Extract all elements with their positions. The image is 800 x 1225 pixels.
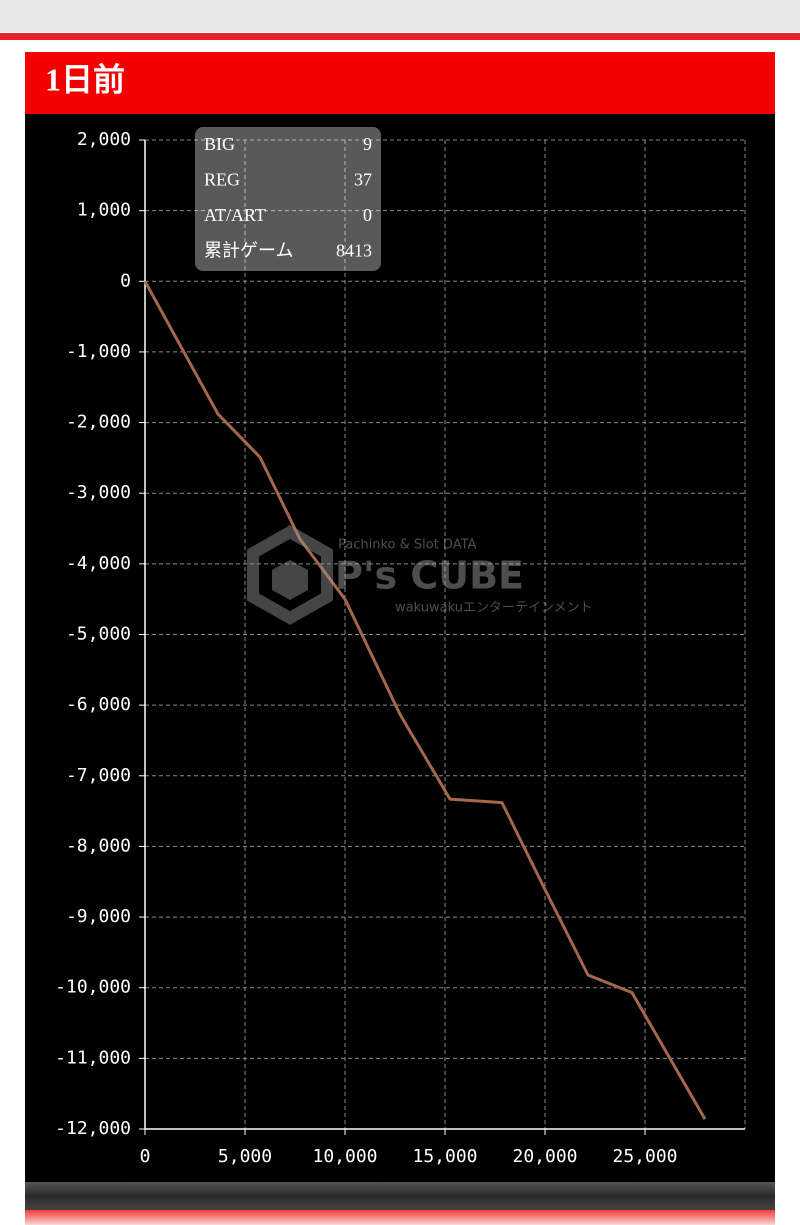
y-tick-label: -3,000	[66, 482, 131, 503]
metal-strip	[25, 1182, 775, 1210]
stat-value: 0	[363, 205, 372, 225]
logo-cube	[272, 560, 308, 600]
bottom-strip	[25, 1210, 775, 1225]
y-tick-label: -10,000	[55, 977, 131, 998]
y-tick-label: -7,000	[66, 765, 131, 786]
chart-panel	[25, 114, 775, 1182]
y-tick-label: -4,000	[66, 553, 131, 574]
y-tick-label: -8,000	[66, 835, 131, 856]
x-tick-label: 0	[140, 1146, 151, 1167]
stats-box	[195, 127, 381, 271]
stat-value: 9	[363, 134, 372, 154]
header-bar	[25, 52, 775, 114]
y-tick-label: -12,000	[55, 1118, 131, 1139]
stat-label: BIG	[204, 134, 235, 154]
y-tick-label: 0	[120, 270, 131, 291]
stats-panel: BIG 9 REG 37 AT/ART 0 累計ゲーム 8413	[195, 127, 381, 271]
y-tick-label: 2,000	[77, 129, 131, 150]
x-tick-label: 10,000	[312, 1146, 377, 1167]
data-line	[143, 280, 707, 1120]
top-bar	[0, 0, 800, 32]
stat-value: 8413	[336, 241, 372, 261]
stat-value: 37	[354, 170, 372, 190]
top-rule	[0, 33, 800, 40]
y-tick-label: -5,000	[66, 624, 131, 645]
watermark-company: wakuwakuエンターテインメント	[395, 601, 593, 616]
watermark-brand: P's CUBE	[335, 554, 524, 598]
x-tick-label: 15,000	[412, 1146, 477, 1167]
watermark: Pachinko & Slot DATA P's CUBE wakuwakuエン…	[247, 525, 593, 625]
x-tick-label: 25,000	[612, 1146, 677, 1167]
x-tick-label: 5,000	[218, 1146, 272, 1167]
stat-label: 累計ゲーム	[204, 241, 293, 261]
stat-label: AT/ART	[204, 205, 266, 225]
stat-label: REG	[204, 170, 240, 190]
y-tick-label: -11,000	[55, 1047, 131, 1068]
y-tick-label: -9,000	[66, 906, 131, 927]
y-tick-label: -1,000	[66, 341, 131, 362]
watermark-tagline: Pachinko & Slot DATA	[338, 538, 477, 553]
plot: 2,000 1,000 0 -1,000 -2,000 -3,000 -4,000 -5,00…	[55, 129, 746, 1167]
header-title: 1日前	[45, 61, 125, 97]
x-tick-label: 20,000	[512, 1146, 577, 1167]
logo-hex	[247, 525, 333, 625]
y-tick-label: -6,000	[66, 694, 131, 715]
y-tick-label: 1,000	[77, 200, 131, 221]
y-tick-label: -2,000	[66, 412, 131, 433]
